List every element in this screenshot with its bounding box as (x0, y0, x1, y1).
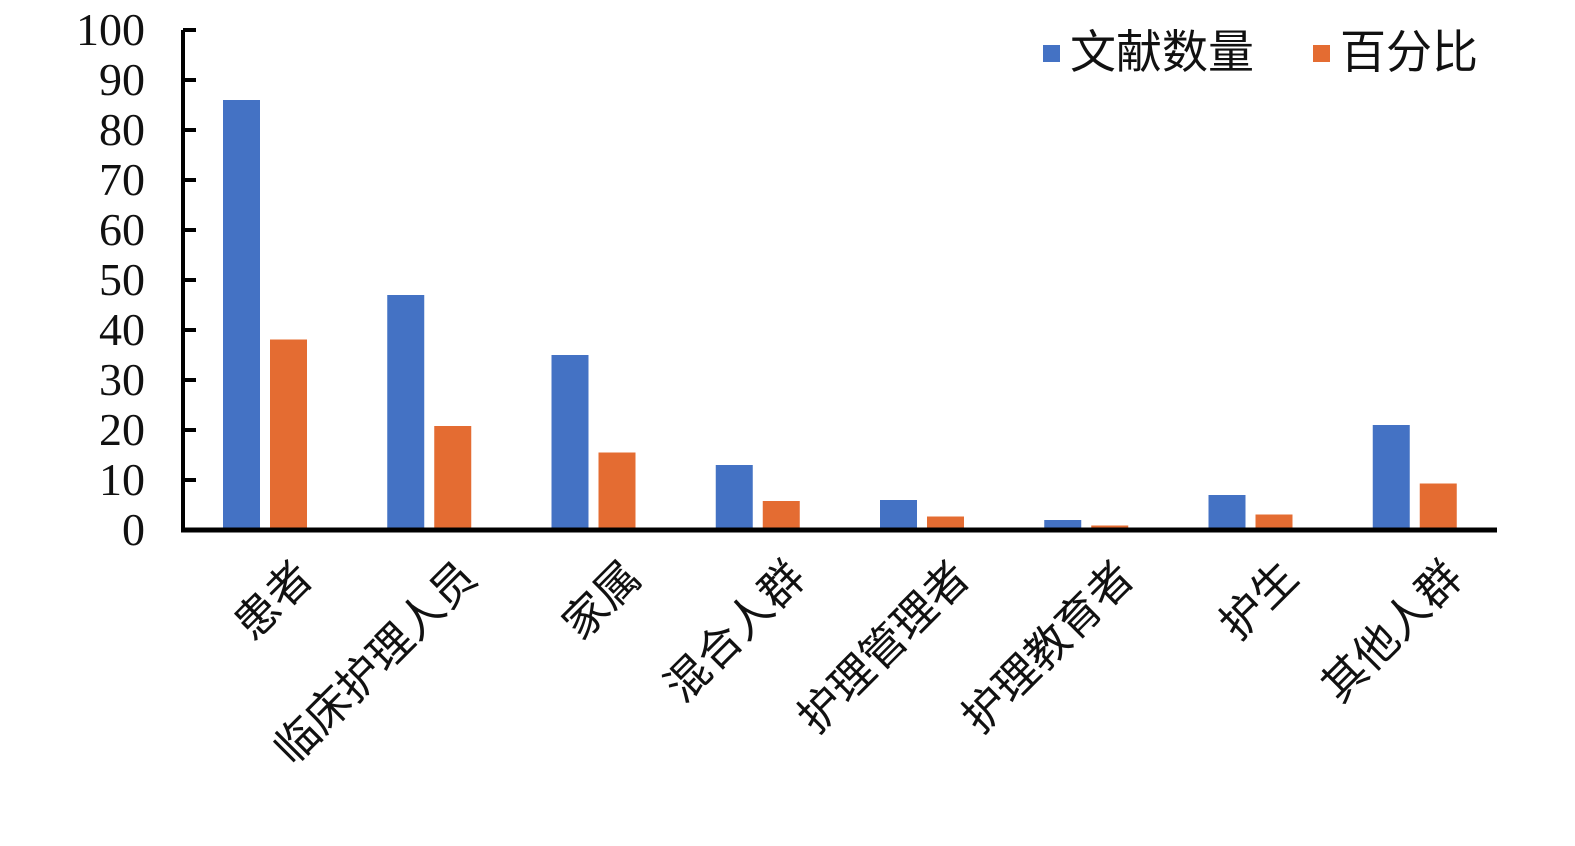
bar-count (880, 500, 917, 530)
y-tick-label: 90 (99, 54, 145, 105)
x-category-label: 护理教育者 (952, 552, 1144, 744)
y-tick-label: 100 (76, 4, 145, 55)
x-category-label: 护理管理者 (788, 552, 980, 744)
y-tick-label: 20 (99, 404, 145, 455)
y-tick-label: 70 (99, 154, 145, 205)
x-category-label: 混合人群 (655, 552, 816, 713)
legend-swatch (1043, 45, 1060, 62)
bar-percent (434, 426, 472, 530)
bar-count (715, 465, 753, 530)
bar-count (551, 355, 589, 530)
y-tick-label: 80 (99, 104, 145, 155)
y-tick-label: 0 (122, 504, 145, 555)
x-category-label: 患者 (224, 552, 322, 650)
legend-label: 文献数量 (1070, 25, 1254, 79)
bar-percent (1419, 483, 1457, 530)
bar-percent (598, 452, 636, 530)
y-tick-label: 60 (99, 204, 145, 255)
legend-swatch (1313, 45, 1330, 62)
bar-count (387, 295, 425, 530)
x-category-label: 其他人群 (1312, 552, 1473, 713)
y-tick-label: 10 (99, 454, 145, 505)
bar-count (1044, 520, 1082, 530)
legend: 文献数量 百分比 (1043, 25, 1478, 79)
x-category-label: 家属 (553, 552, 651, 650)
bar-count (1208, 495, 1246, 530)
bar-percent (1255, 514, 1293, 530)
bar-count (223, 100, 260, 530)
bars (223, 100, 1457, 530)
bar-percent (762, 501, 800, 530)
bar-percent (270, 339, 307, 530)
legend-label: 百分比 (1340, 25, 1478, 79)
bar-percent (927, 516, 964, 530)
y-tick-label: 50 (99, 254, 145, 305)
bar-count (1372, 425, 1410, 530)
y-tick-label: 30 (99, 354, 145, 405)
x-category-label: 护生 (1210, 552, 1308, 650)
y-tick-label: 40 (99, 304, 145, 355)
